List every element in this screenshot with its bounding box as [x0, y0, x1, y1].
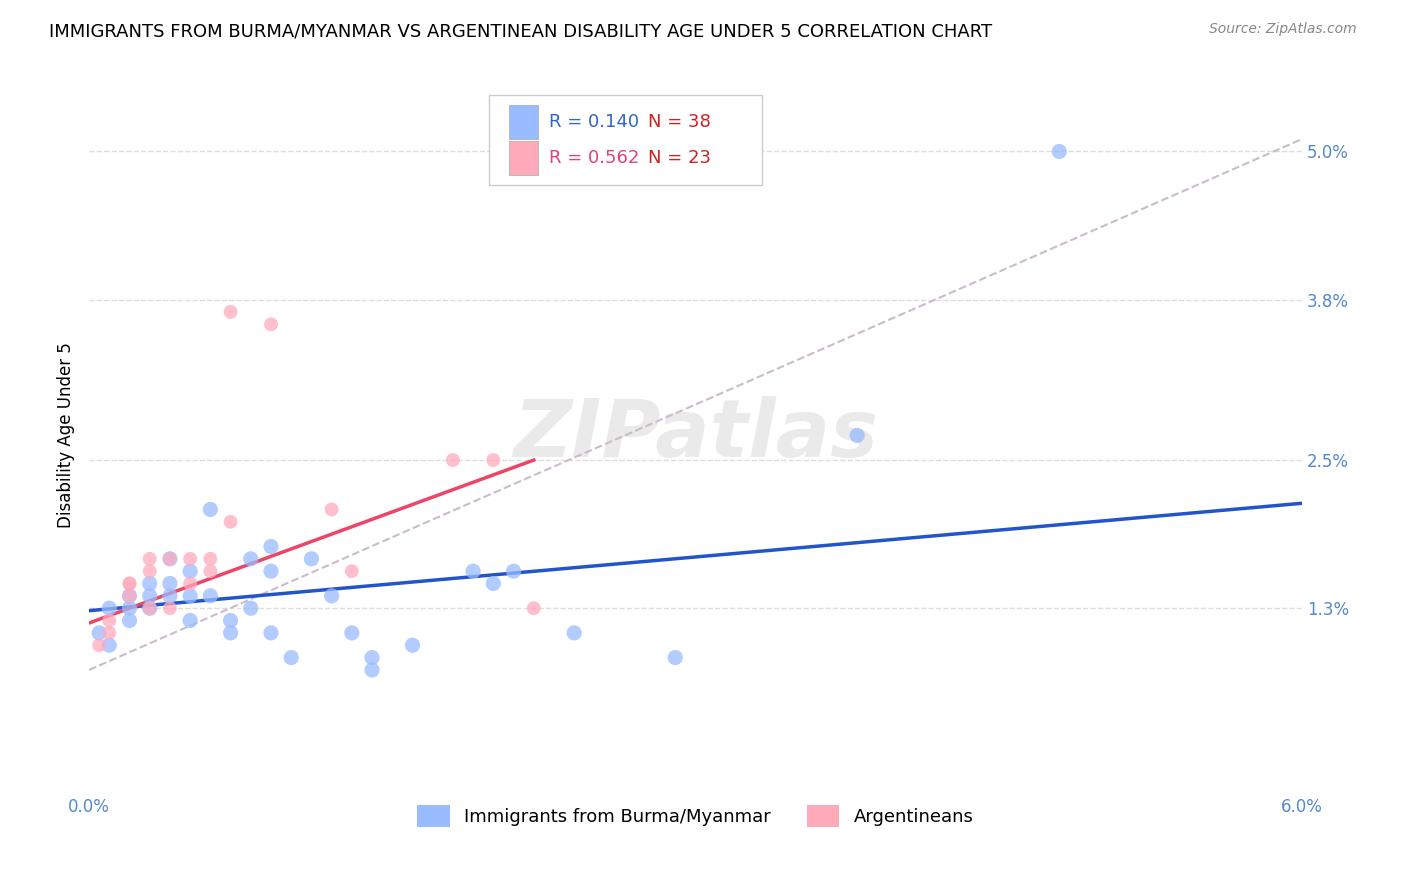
FancyBboxPatch shape — [509, 105, 537, 139]
Point — [200, 589, 222, 603]
Point — [159, 576, 181, 591]
Point — [118, 601, 141, 615]
Legend: Immigrants from Burma/Myanmar, Argentineans: Immigrants from Burma/Myanmar, Argentine… — [411, 798, 981, 834]
Point — [361, 663, 384, 677]
Point — [260, 626, 283, 640]
Text: Source: ZipAtlas.com: Source: ZipAtlas.com — [1209, 22, 1357, 37]
Point — [340, 626, 363, 640]
Point — [159, 551, 181, 566]
Point — [401, 638, 423, 652]
Point — [98, 638, 121, 652]
Point — [179, 589, 201, 603]
Point — [523, 601, 546, 615]
Point — [562, 626, 585, 640]
Point — [118, 589, 141, 603]
Point — [159, 601, 181, 615]
Point — [502, 564, 524, 578]
Y-axis label: Disability Age Under 5: Disability Age Under 5 — [58, 343, 75, 528]
Point — [219, 515, 242, 529]
Point — [200, 502, 222, 516]
Point — [219, 614, 242, 628]
Point — [118, 614, 141, 628]
Point — [441, 453, 464, 467]
Point — [138, 551, 160, 566]
Point — [138, 589, 160, 603]
Point — [138, 564, 160, 578]
Point — [98, 614, 121, 628]
Point — [179, 551, 201, 566]
Point — [482, 576, 505, 591]
Point — [179, 564, 201, 578]
Point — [239, 551, 262, 566]
Point — [138, 601, 160, 615]
Point — [159, 551, 181, 566]
Point — [340, 564, 363, 578]
Text: N = 23: N = 23 — [648, 149, 711, 167]
Point — [664, 650, 686, 665]
Point — [118, 576, 141, 591]
Point — [239, 601, 262, 615]
Point — [89, 638, 111, 652]
Text: R = 0.562: R = 0.562 — [548, 149, 640, 167]
Point — [260, 564, 283, 578]
Point — [299, 551, 322, 566]
Point — [98, 626, 121, 640]
Point — [89, 626, 111, 640]
FancyBboxPatch shape — [489, 95, 762, 185]
Point — [482, 453, 505, 467]
Point — [200, 551, 222, 566]
Point — [179, 614, 201, 628]
Text: N = 38: N = 38 — [648, 113, 711, 131]
Point — [200, 564, 222, 578]
Point — [1047, 145, 1070, 159]
Text: IMMIGRANTS FROM BURMA/MYANMAR VS ARGENTINEAN DISABILITY AGE UNDER 5 CORRELATION : IMMIGRANTS FROM BURMA/MYANMAR VS ARGENTI… — [49, 22, 993, 40]
Point — [159, 589, 181, 603]
Point — [260, 540, 283, 554]
Point — [118, 589, 141, 603]
Point — [846, 428, 869, 442]
Point — [280, 650, 302, 665]
Point — [98, 601, 121, 615]
Point — [138, 576, 160, 591]
FancyBboxPatch shape — [509, 141, 537, 175]
Point — [321, 502, 343, 516]
Point — [219, 626, 242, 640]
Text: ZIPatlas: ZIPatlas — [513, 396, 877, 475]
Point — [260, 318, 283, 332]
Point — [138, 601, 160, 615]
Point — [118, 576, 141, 591]
Point — [179, 576, 201, 591]
Text: R = 0.140: R = 0.140 — [548, 113, 638, 131]
Point — [461, 564, 484, 578]
Point — [219, 305, 242, 319]
Point — [321, 589, 343, 603]
Point — [361, 650, 384, 665]
